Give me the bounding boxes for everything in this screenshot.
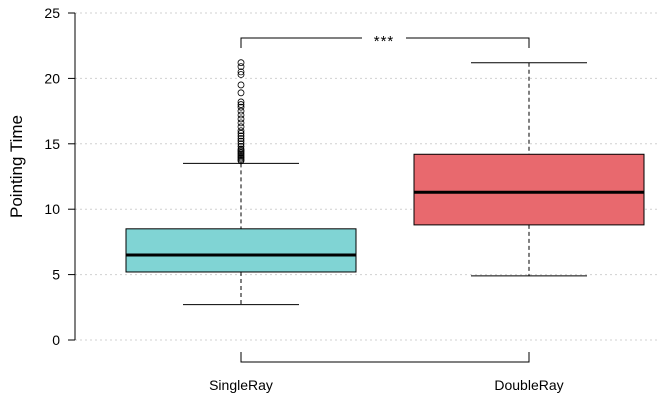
outlier-point [237, 71, 245, 78]
y-axis: 0 5 10 15 20 25 [44, 5, 76, 348]
y-tick-label: 25 [44, 5, 60, 21]
outlier-point [237, 140, 245, 148]
outlier-point [237, 115, 245, 123]
outlier-point [237, 98, 245, 106]
outlier-point [237, 103, 245, 111]
box-rect [125, 228, 357, 273]
x-tick-label: DoubleRay [494, 377, 563, 393]
box-rect [413, 153, 645, 226]
x-axis-labels: SingleRay DoubleRay [209, 377, 564, 393]
y-tick-label: 20 [44, 70, 60, 86]
outlier-point [237, 123, 245, 131]
outlier-point [237, 137, 245, 145]
significance-brackets: *** [240, 33, 530, 363]
x-tick-label: SingleRay [209, 377, 273, 393]
outlier-point [237, 135, 245, 142]
outlier-point [237, 132, 245, 140]
outlier-point [237, 143, 245, 150]
outlier-point [237, 68, 245, 76]
outlier-point [237, 129, 245, 137]
significance-label: *** [374, 33, 395, 50]
y-axis-title: Pointing Time [7, 115, 26, 218]
top-bracket-right [406, 37, 530, 48]
box-singleray [125, 59, 357, 306]
y-tick-label: 5 [52, 267, 60, 283]
outlier-point [237, 89, 245, 97]
outlier-point [237, 111, 245, 119]
outlier-point [237, 101, 245, 108]
outlier-point [237, 63, 245, 71]
y-tick-label: 10 [44, 201, 60, 217]
box-series [125, 59, 645, 306]
y-tick-label: 0 [52, 332, 60, 348]
bottom-bracket [240, 352, 530, 363]
outlier-point [237, 127, 245, 135]
outlier-point [237, 119, 245, 127]
outlier-point [237, 59, 245, 67]
box-doubleray [413, 62, 645, 277]
outlier-point [237, 81, 245, 89]
outlier-point [237, 145, 245, 153]
y-tick-label: 15 [44, 136, 60, 152]
outlier-point [237, 107, 245, 115]
top-bracket-left [240, 37, 362, 48]
